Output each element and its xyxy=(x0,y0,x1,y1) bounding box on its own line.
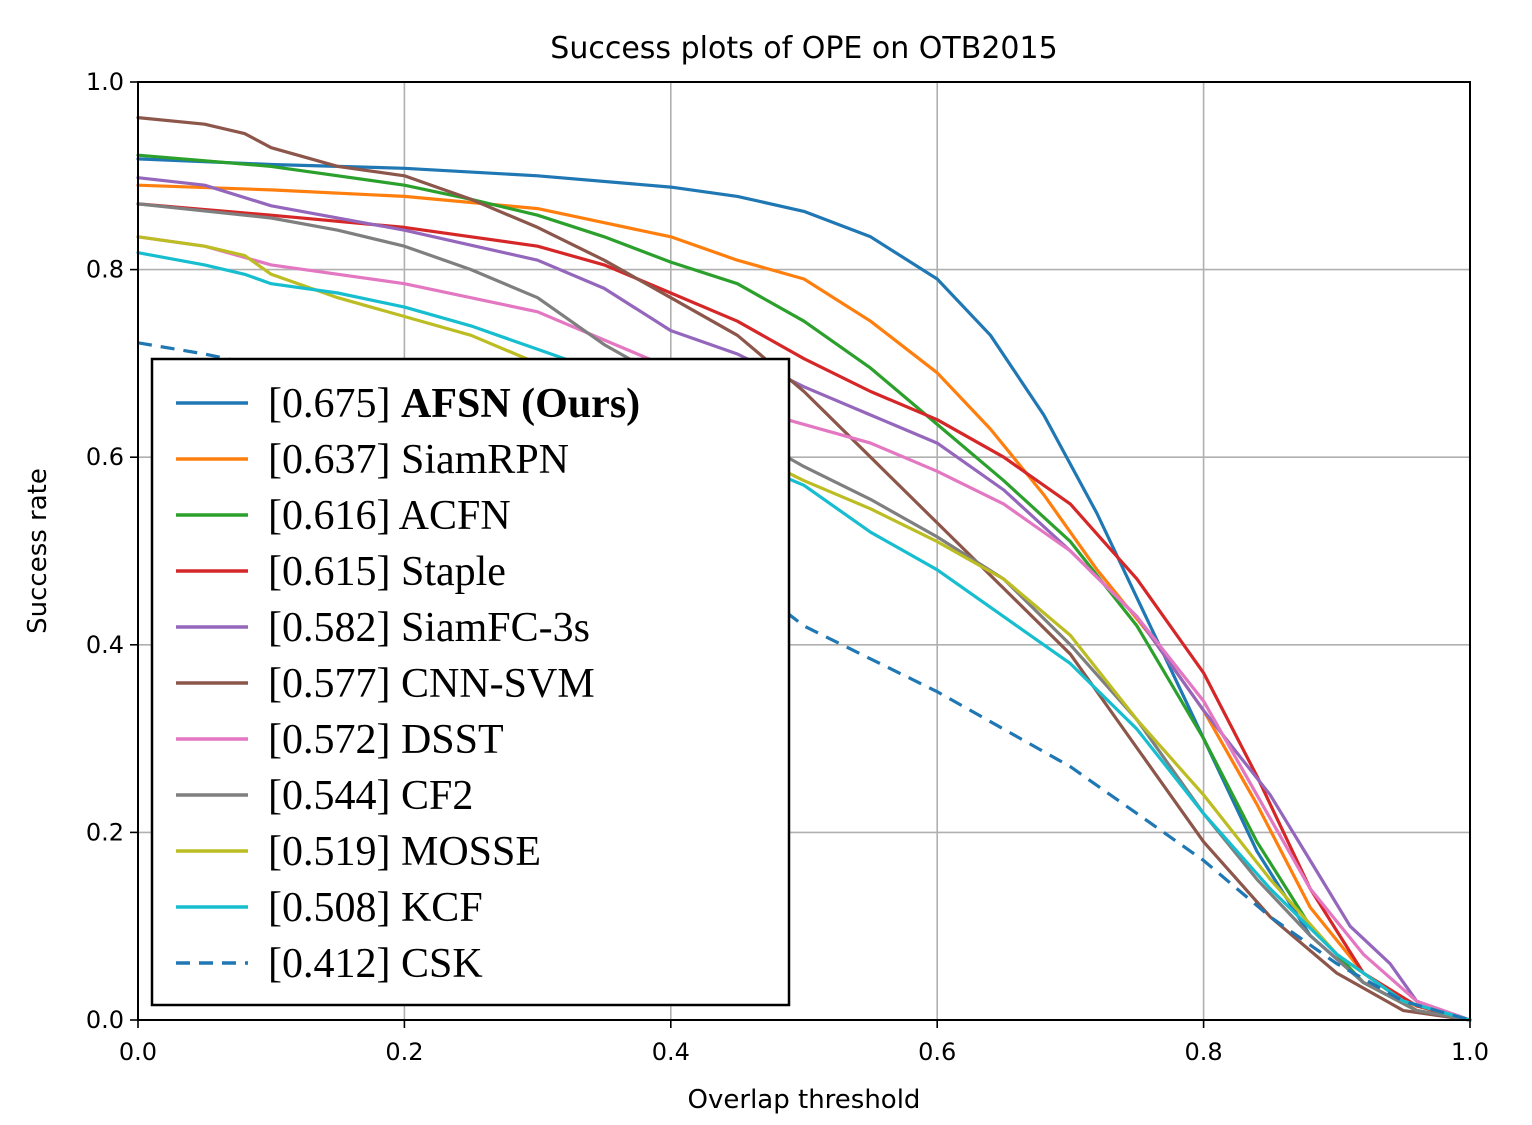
x-tick-label: 0.2 xyxy=(385,1038,423,1066)
series-line-siamfc-3s xyxy=(136,176,1472,1022)
legend-entry: [0.577] CNN-SVM xyxy=(268,661,595,707)
legend-entry: [0.508] KCF xyxy=(268,885,483,931)
legend-label: [0.544] CF2 xyxy=(268,773,473,819)
x-axis-label: Overlap threshold xyxy=(688,1085,921,1115)
legend-entry: [0.544] CF2 xyxy=(268,773,473,819)
x-tick-label: 0.0 xyxy=(119,1038,157,1066)
legend-box xyxy=(150,357,791,1007)
legend-label: [0.637] SiamRPN xyxy=(268,437,569,483)
y-tick-label: 0.4 xyxy=(86,631,124,659)
legend-label: [0.572] DSST xyxy=(268,717,504,763)
x-tick-label: 1.0 xyxy=(1451,1038,1489,1066)
y-axis-ticks: 0.0 0.2 0.4 0.6 0.8 1.0 xyxy=(86,68,138,1034)
legend-label: [0.519] MOSSE xyxy=(268,829,541,875)
legend-label: [0.412] CSK xyxy=(268,941,483,987)
y-axis-label: Success rate xyxy=(23,468,53,634)
legend-entry: [0.519] MOSSE xyxy=(268,829,541,875)
legend-entry: [0.615] Staple xyxy=(268,549,506,595)
series-line-csk xyxy=(137,341,1471,1022)
plot-frame xyxy=(137,81,1471,1021)
legend: [0.675] AFSN (Ours) [0.637] SiamRPN [0.616… xyxy=(150,357,791,1007)
legend-entry: [0.637] SiamRPN xyxy=(268,437,569,483)
series-line-cf2 xyxy=(136,202,1472,1022)
legend-label: [0.577] CNN-SVM xyxy=(268,661,595,707)
series-line-siamrpn xyxy=(136,183,1472,1022)
legend-entry: [0.582] SiamFC-3s xyxy=(268,605,590,651)
legend-entry: [0.412] CSK xyxy=(268,941,483,987)
y-tick-label: 0.6 xyxy=(86,443,124,471)
legend-entry: [0.616] ACFN xyxy=(268,493,511,539)
legend-label: [0.616] ACFN xyxy=(268,493,511,539)
legend-entry: [0.572] DSST xyxy=(268,717,504,763)
legend-entry: [0.675] AFSN (Ours) xyxy=(268,381,640,427)
chart-title: Success plots of OPE on OTB2015 xyxy=(550,31,1057,66)
legend-label: [0.582] SiamFC-3s xyxy=(268,605,590,651)
legend-label: [0.675] xyxy=(268,381,401,427)
legend-label: [0.615] Staple xyxy=(268,549,506,595)
x-axis-ticks: 0.0 0.2 0.4 0.6 0.8 1.0 xyxy=(119,1020,1489,1066)
x-tick-label: 0.6 xyxy=(918,1038,956,1066)
y-tick-label: 1.0 xyxy=(86,68,124,96)
x-tick-label: 0.4 xyxy=(652,1038,690,1066)
y-tick-label: 0.2 xyxy=(86,818,124,846)
legend-label-bold: AFSN (Ours) xyxy=(401,381,640,427)
y-tick-label: 0.8 xyxy=(86,256,124,284)
series-line-dsst xyxy=(136,235,1472,1022)
x-tick-label: 0.8 xyxy=(1185,1038,1223,1066)
y-tick-label: 0.0 xyxy=(86,1006,124,1034)
legend-label: [0.508] KCF xyxy=(268,885,483,931)
